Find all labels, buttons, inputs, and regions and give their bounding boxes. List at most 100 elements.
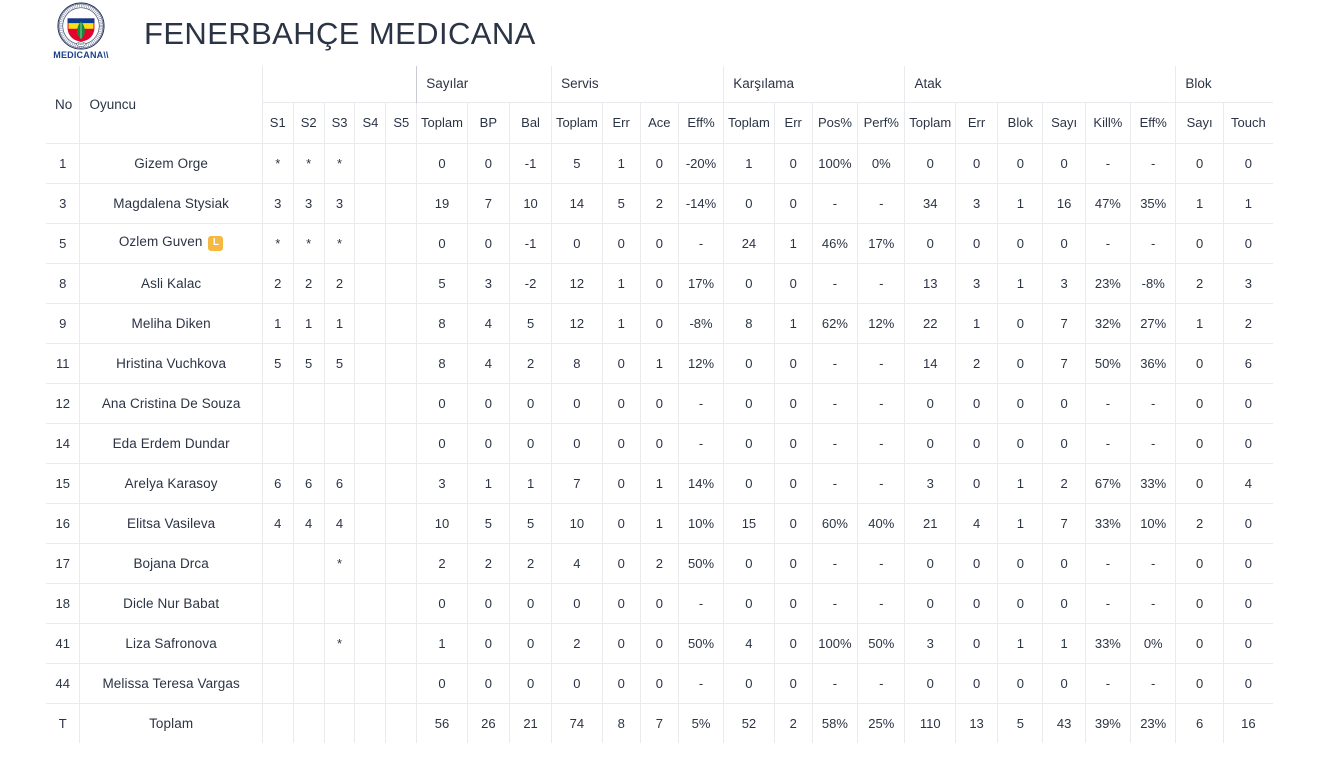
- cell-stat: -: [857, 262, 906, 304]
- cell-stat: 0: [601, 662, 641, 704]
- cell-stat: 0: [1042, 582, 1086, 624]
- group-header-sets: [262, 66, 416, 102]
- cell-stat: -: [857, 382, 906, 424]
- subheader-atk-toplam: Toplam: [904, 101, 956, 143]
- cell-stat: [385, 222, 418, 264]
- cell-stat: 0: [1175, 622, 1224, 664]
- crest-wrap: 1907 MEDICANA\\: [48, 2, 114, 64]
- cell-stat: 0: [1175, 422, 1224, 464]
- cell-stat: 0: [954, 542, 999, 584]
- cell-stat: 0: [466, 142, 510, 184]
- player-name-text: Gizem Orge: [134, 155, 209, 171]
- cell-stat: [354, 462, 387, 504]
- cell-stat: 0: [954, 462, 999, 504]
- cell-stat: 13: [954, 702, 999, 743]
- cell-stat: 14: [551, 182, 603, 224]
- cell-stat: 16: [1042, 182, 1086, 224]
- subheader-serve-ace: Ace: [639, 101, 679, 143]
- cell-stat: [354, 582, 387, 624]
- player-stats-table: No Oyuncu Sayılar Servis Karşılama Atak …: [46, 66, 1273, 743]
- cell-stat: [323, 382, 356, 424]
- cell-stat: 4: [261, 502, 294, 544]
- cell-stat: 1: [997, 462, 1044, 504]
- cell-stat: 0: [416, 582, 468, 624]
- cell-jersey-number: 5: [46, 222, 81, 264]
- cell-stat: 16: [1222, 702, 1273, 743]
- cell-stat: 2: [508, 342, 553, 384]
- cell-stat: 0: [997, 422, 1044, 464]
- cell-stat: 1: [997, 182, 1044, 224]
- cell-stat: [385, 342, 418, 384]
- subheader-rec-err: Err: [773, 101, 813, 143]
- cell-stat: -: [1084, 662, 1132, 704]
- cell-stat: 1: [416, 622, 468, 664]
- cell-stat: 74: [551, 702, 603, 743]
- cell-player-name: Hristina Vuchkova: [79, 342, 263, 384]
- cell-stat: 0: [416, 142, 468, 184]
- table-row: 3 Magdalena Stysiak 3 3 3 19 7 10 14 5 2 -14% 0 0- -34…: [46, 182, 1273, 224]
- cell-stat: [385, 182, 418, 224]
- cell-stat: 0: [723, 342, 775, 384]
- subheader-atk-err: Err: [954, 101, 999, 143]
- cell-stat: 5: [292, 342, 325, 384]
- cell-player-name: Gizem Orge: [79, 142, 263, 184]
- subheader-s1: S1: [262, 101, 294, 143]
- cell-stat: 2: [508, 542, 553, 584]
- cell-stat: 52: [723, 702, 775, 743]
- cell-stat: 8: [416, 302, 468, 344]
- cell-stat: -1: [508, 142, 553, 184]
- player-name-text: Dicle Nur Babat: [123, 595, 220, 611]
- cell-stat: 3: [466, 262, 510, 304]
- cell-stat: 0: [1175, 582, 1224, 624]
- player-name-text: Melissa Teresa Vargas: [102, 675, 240, 691]
- subheader-s4: S4: [354, 101, 387, 143]
- cell-stat: 0: [1222, 422, 1273, 464]
- cell-stat: 6: [292, 462, 325, 504]
- cell-stat: 1: [1042, 622, 1086, 664]
- cell-stat: 0: [997, 342, 1044, 384]
- cell-stat: [323, 422, 356, 464]
- cell-player-name: Arelya Karasoy: [79, 462, 263, 504]
- cell-player-name: Melissa Teresa Vargas: [79, 662, 263, 704]
- cell-stat: 23%: [1084, 262, 1132, 304]
- cell-stat: 0: [773, 182, 813, 224]
- table-row: 15 Arelya Karasoy 6 6 6 3 1 1 7 0 1 14% 0 0- -3 0 1 2 67% 3…: [46, 462, 1273, 504]
- cell-stat: 0: [508, 382, 553, 424]
- cell-stat: [385, 382, 418, 424]
- cell-stat: 0: [904, 222, 956, 264]
- cell-stat: 15: [723, 502, 775, 544]
- cell-jersey-number: 17: [46, 542, 81, 584]
- cell-stat: 1: [723, 142, 775, 184]
- cell-stat: [385, 702, 418, 743]
- player-name-text: Magdalena Stysiak: [113, 195, 230, 211]
- cell-stat: 0: [639, 302, 679, 344]
- cell-stat: 33%: [1084, 622, 1132, 664]
- cell-stat: 1: [773, 222, 813, 264]
- cell-stat: 3: [261, 182, 294, 224]
- stats-table-wrap: No Oyuncu Sayılar Servis Karşılama Atak …: [0, 66, 1319, 743]
- cell-stat: 5: [323, 342, 356, 384]
- cell-stat: [292, 702, 325, 743]
- cell-stat: 0: [601, 342, 641, 384]
- cell-stat: 0: [1222, 382, 1273, 424]
- cell-stat: 21: [904, 502, 956, 544]
- cell-stat: 35%: [1130, 182, 1177, 224]
- cell-stat: 0: [416, 382, 468, 424]
- cell-stat: 6: [1175, 702, 1224, 743]
- cell-stat: 33%: [1084, 502, 1132, 544]
- player-name-text: Hristina Vuchkova: [116, 355, 227, 371]
- cell-stat: 17%: [857, 222, 906, 264]
- cell-stat: 0: [723, 182, 775, 224]
- cell-stat: 5: [601, 182, 641, 224]
- cell-player-name: Asli Kalac: [79, 262, 263, 304]
- cell-stat: [354, 182, 387, 224]
- cell-stat: -: [677, 222, 725, 264]
- cell-stat: 0: [773, 262, 813, 304]
- cell-stat: [354, 302, 387, 344]
- cell-stat: 0%: [857, 142, 906, 184]
- cell-stat: [385, 142, 418, 184]
- cell-stat: 2: [551, 622, 603, 664]
- cell-stat: 2: [954, 342, 999, 384]
- cell-stat: 5: [997, 702, 1044, 743]
- cell-stat: [292, 382, 325, 424]
